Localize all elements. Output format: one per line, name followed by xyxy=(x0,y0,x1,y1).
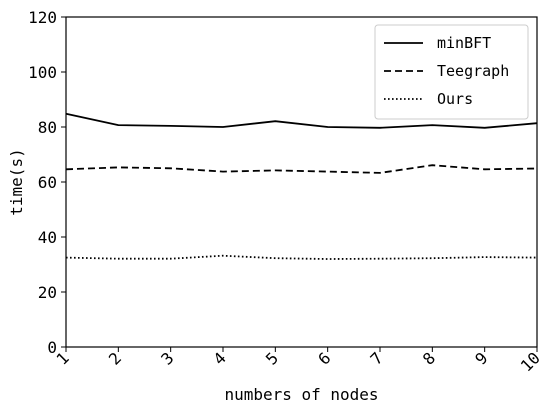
x-tick-label: 10 xyxy=(517,348,544,375)
legend-box xyxy=(374,24,529,120)
x-tick-label: 3 xyxy=(157,348,177,368)
x-tick-label: 2 xyxy=(105,348,125,368)
legend-label: Ours xyxy=(437,90,473,108)
series-line-ours xyxy=(65,254,538,260)
series-line-minbft xyxy=(65,112,538,129)
x-tick-label: 4 xyxy=(210,348,230,368)
x-tick-label: 5 xyxy=(262,348,282,368)
series-line-teegraph xyxy=(65,164,538,174)
y-tick-label: 20 xyxy=(38,283,57,302)
x-axis-label: numbers of nodes xyxy=(224,385,378,404)
y-tick-label: 0 xyxy=(47,338,57,357)
x-tick-label: 6 xyxy=(314,348,334,368)
y-tick-label: 100 xyxy=(28,63,57,82)
x-tick-label: 7 xyxy=(367,348,387,368)
y-tick-label: 80 xyxy=(38,118,57,137)
x-tick-label: 1 xyxy=(53,348,73,368)
y-tick-label: 120 xyxy=(28,8,57,27)
y-axis-label: time(s) xyxy=(7,148,26,215)
y-tick-label: 40 xyxy=(38,228,57,247)
y-axis: 0 20 40 60 80 100 120 xyxy=(28,8,66,357)
legend-label: minBFT xyxy=(437,34,491,52)
y-tick-label: 60 xyxy=(38,173,57,192)
x-tick-label: 9 xyxy=(471,348,491,368)
legend: minBFT Teegraph Ours xyxy=(374,24,529,120)
x-tick-label: 8 xyxy=(419,348,439,368)
legend-label: Teegraph xyxy=(437,62,509,80)
x-axis: 1 2 3 4 5 6 7 8 9 10 xyxy=(53,347,544,375)
plot-lines xyxy=(65,112,538,260)
